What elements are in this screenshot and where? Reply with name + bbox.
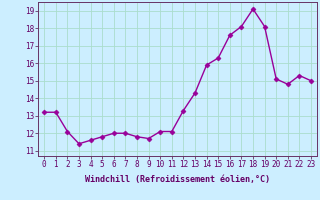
X-axis label: Windchill (Refroidissement éolien,°C): Windchill (Refroidissement éolien,°C) <box>85 175 270 184</box>
